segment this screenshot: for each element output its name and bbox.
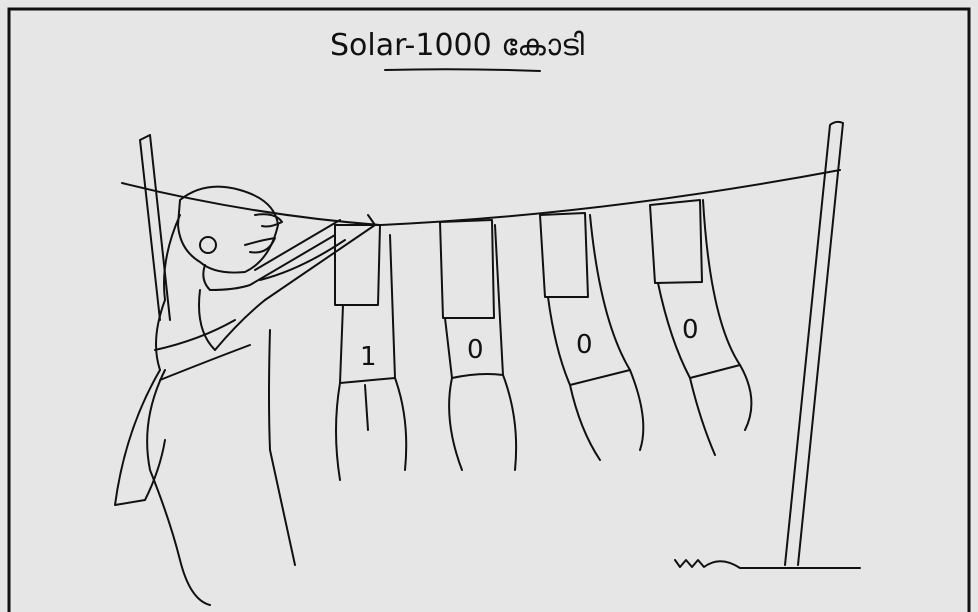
title: Solar-1000 കോടി [330, 28, 585, 63]
garment-label: 0 [682, 315, 699, 345]
frame [7, 7, 971, 612]
garment-label: 1 [360, 342, 377, 372]
clothesline [121, 169, 841, 226]
garment-label: 0 [576, 330, 593, 360]
signature [674, 559, 861, 569]
poles [139, 120, 844, 566]
title-underline [384, 68, 541, 72]
garments [334, 199, 753, 481]
woman [114, 185, 376, 606]
garment-label: 0 [467, 335, 484, 365]
